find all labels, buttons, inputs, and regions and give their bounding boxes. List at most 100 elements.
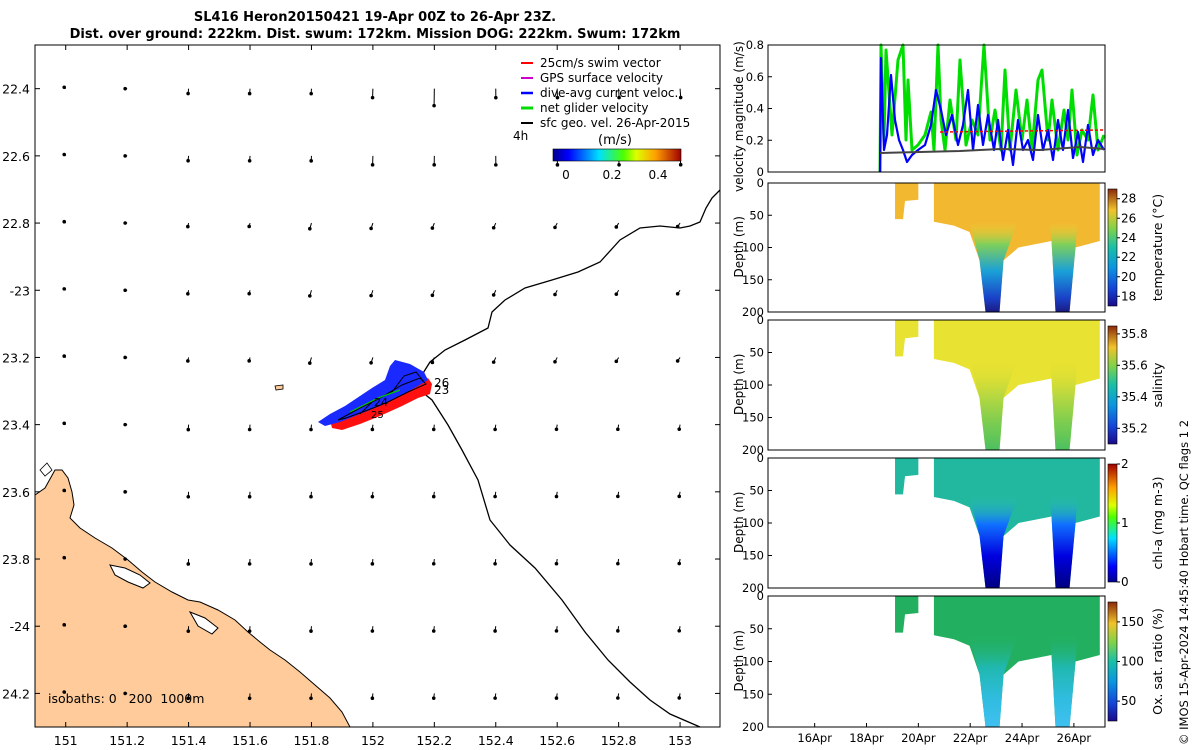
speed-colorbar [552, 148, 682, 162]
current-vector-arrow [430, 222, 435, 230]
map-xtick-label: 152.4 [478, 733, 514, 748]
current-vector-arrow [493, 491, 497, 499]
current-vector-arrow [247, 357, 251, 363]
current-vector-arrow [309, 424, 313, 432]
current-vector-arrow [186, 491, 191, 499]
current-vector-arrow [616, 558, 620, 566]
current-vector-arrow [616, 693, 620, 700]
current-vector-arrow [675, 289, 681, 296]
velocity-ticks: 0 0.2 0.4 0.6 0.8 [746, 38, 772, 179]
map-xtick-label: 152.2 [416, 733, 452, 748]
map-xtick-label: 151.6 [232, 733, 268, 748]
current-vector-arrow [309, 155, 313, 163]
map-ytick-label: 22.6 [2, 149, 30, 164]
current-vector-arrow [309, 626, 313, 633]
current-vector-arrow [123, 422, 128, 427]
current-vector-arrow [677, 626, 682, 633]
current-vector-arrow [553, 290, 558, 297]
map-ytick-label: 23.2 [2, 350, 30, 365]
colorbar-tick-label: 35.2 [1121, 421, 1148, 435]
depth-tick-label: 100 [742, 378, 764, 392]
current-vector-arrow [123, 154, 128, 158]
time-tick-label: 22Apr [953, 731, 988, 745]
depth-tick-label: 50 [749, 484, 764, 498]
current-vector-arrow [247, 693, 252, 701]
current-vector-arrow [186, 290, 190, 296]
current-vector-arrow [123, 624, 128, 629]
map-legend: 25cm/s swim vector GPS surface velocity … [513, 56, 690, 182]
colorbar-tick-label: 1 [1121, 516, 1129, 530]
depth-tick-label: 150 [742, 411, 764, 425]
colorbar-tick-label: 2 [1121, 457, 1129, 471]
current-vector-arrow [614, 357, 620, 364]
current-vector-arrow [62, 488, 67, 493]
colorbar-tick-02: 0.2 [602, 168, 621, 182]
current-vector-arrow [431, 626, 436, 633]
current-vector-arrow [491, 222, 497, 230]
colorbar-axis-label: chl-a (mg m-3) [1150, 477, 1165, 570]
section-colorbar [1107, 188, 1118, 307]
track-label-26: 26 [434, 376, 449, 390]
current-vector-arrow [370, 155, 375, 167]
current-vector-arrow [62, 690, 67, 694]
colorbar-tick-label: 35.8 [1121, 327, 1148, 341]
colorbar-tick-label: 18 [1121, 289, 1136, 303]
colorbar-tick-label: 100 [1121, 655, 1144, 669]
section-plume-2 [1049, 635, 1078, 727]
colorbar-tick-label: 150 [1121, 615, 1144, 629]
current-vector-arrow [431, 491, 436, 499]
colorbar-tick-0: 0 [562, 168, 570, 182]
current-vector-arrow [309, 693, 313, 701]
colorbar-tick-label: 22 [1121, 250, 1136, 264]
current-vector-arrow [494, 155, 498, 167]
current-vector-arrow [62, 287, 67, 291]
section-data-early [895, 320, 919, 357]
current-vector-arrow [62, 219, 67, 224]
current-vector-arrow [62, 354, 67, 358]
track-label-25: 25 [371, 410, 384, 421]
current-vector-arrow [554, 491, 559, 499]
colorbar-tick-04: 0.4 [648, 168, 667, 182]
current-vector-arrow [677, 693, 682, 700]
current-vector-arrow [493, 558, 497, 566]
current-vector-arrow [369, 290, 374, 298]
current-vector-arrow [677, 558, 682, 566]
section-data-early [895, 183, 919, 220]
current-vector-arrow [123, 557, 128, 561]
legend-dive: dive-avg current veloc. [540, 86, 678, 100]
chart-subtitle: Dist. over ground: 222km. Dist. swum: 17… [69, 27, 681, 42]
current-vector-arrow [247, 558, 252, 566]
current-vector-arrow [432, 88, 436, 108]
current-vector-arrow [431, 558, 436, 566]
time-tick-label: 20Apr [901, 731, 936, 745]
current-vector-arrow [123, 86, 128, 91]
depth-axis-label: Depth (m) [732, 492, 746, 553]
current-vector-arrow [431, 424, 436, 432]
legend-net: net glider velocity [540, 101, 648, 115]
current-vector-arrow [247, 626, 252, 633]
depth-tick-label: 50 [749, 208, 764, 222]
current-vector-arrow [493, 626, 497, 633]
depth-tick-label: 0 [757, 589, 764, 603]
section-plume-2 [1049, 221, 1078, 312]
depth-tick-label: 100 [742, 655, 764, 669]
depth-tick-label: 50 [749, 346, 764, 360]
depth-axis-label: Depth (m) [732, 216, 746, 277]
current-vector-arrow [186, 88, 190, 96]
series-swim-vector [939, 129, 1105, 133]
vel-ytick-label: 0.8 [746, 38, 764, 52]
colorbar-tick-label: 20 [1121, 270, 1136, 284]
current-vector-arrow [370, 424, 375, 432]
depth-tick-label: 200 [742, 581, 764, 595]
current-vector-arrow [553, 222, 558, 230]
vector-field [62, 85, 683, 701]
glider-track [318, 360, 432, 430]
current-vector-arrow [675, 357, 681, 363]
current-vector-arrow [430, 290, 435, 298]
current-vector-arrow [370, 558, 375, 566]
current-vector-arrow [554, 693, 559, 700]
depth-tick-label: 50 [749, 622, 764, 636]
depth-tick-label: 0 [757, 451, 764, 465]
current-vector-arrow [491, 357, 497, 364]
